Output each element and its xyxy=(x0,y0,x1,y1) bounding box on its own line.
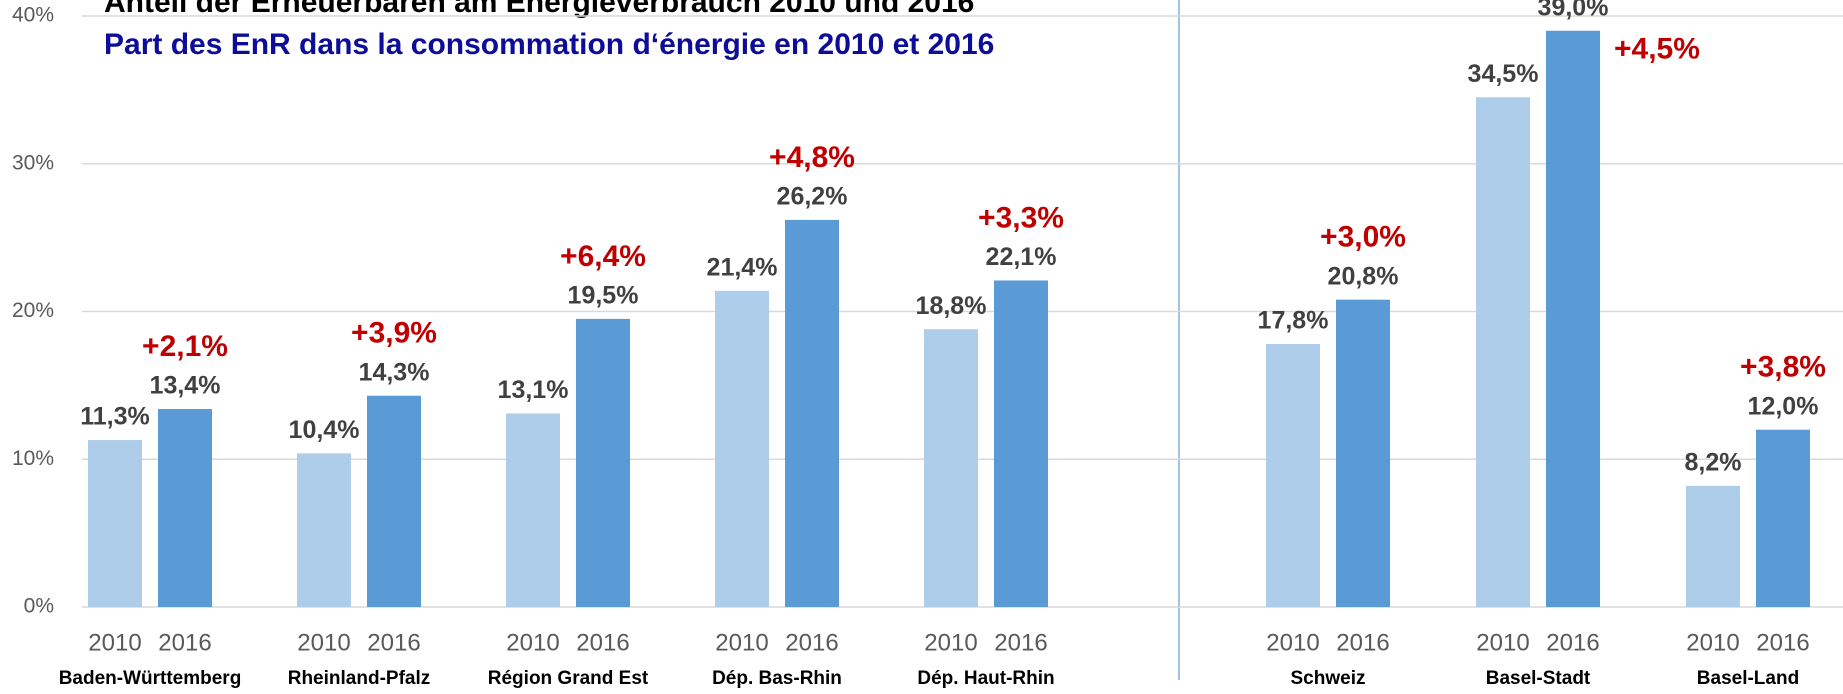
bar xyxy=(506,413,560,607)
bar xyxy=(1756,429,1810,607)
series-year-label: 2016 xyxy=(785,629,838,656)
value-label: 8,2% xyxy=(1685,448,1742,476)
category-label: Dép. Bas-Rhin xyxy=(712,668,842,689)
value-label: 39,0% xyxy=(1538,0,1609,21)
value-label: 22,1% xyxy=(986,243,1057,271)
series-year-label: 2016 xyxy=(158,629,211,656)
change-annotation: +3,3% xyxy=(978,201,1064,234)
bar xyxy=(1686,485,1740,607)
series-year-label: 2010 xyxy=(506,629,559,656)
change-annotation: +3,9% xyxy=(351,317,437,350)
series-year-label: 2010 xyxy=(924,629,977,656)
y-tick-label: 0% xyxy=(24,595,54,618)
value-label: 17,8% xyxy=(1258,307,1329,335)
change-annotation: +6,4% xyxy=(560,240,646,273)
change-annotation: +2,1% xyxy=(142,330,228,363)
value-label: 14,3% xyxy=(359,358,430,386)
bar xyxy=(297,453,351,607)
series-year-label: 2010 xyxy=(1686,629,1739,656)
change-annotation: +4,5% xyxy=(1614,33,1700,66)
bar xyxy=(715,290,769,607)
y-tick-label: 10% xyxy=(12,447,54,470)
bar xyxy=(576,318,630,607)
bar xyxy=(994,280,1048,607)
value-label: 19,5% xyxy=(568,281,639,309)
value-label: 10,4% xyxy=(289,416,360,444)
category-label: Schweiz xyxy=(1291,668,1366,689)
y-tick-label: 30% xyxy=(12,151,54,174)
series-year-label: 2016 xyxy=(994,629,1047,656)
series-year-label: 2016 xyxy=(367,629,420,656)
bar xyxy=(1336,299,1390,607)
series-year-label: 2010 xyxy=(88,629,141,656)
category-label: Basel-Stadt xyxy=(1486,668,1591,689)
series-year-label: 2016 xyxy=(1756,629,1809,656)
chart-subtitle: Part des EnR dans la consommation d‘éner… xyxy=(104,28,994,61)
series-year-label: 2016 xyxy=(1546,629,1599,656)
bar xyxy=(158,409,212,607)
bar xyxy=(88,440,142,607)
chart-title: Anteil der Erneuerbaren am Energieverbra… xyxy=(104,0,974,19)
value-label: 26,2% xyxy=(777,183,848,211)
category-label: Région Grand Est xyxy=(488,668,649,689)
series-year-label: 2010 xyxy=(1266,629,1319,656)
value-label: 18,8% xyxy=(916,292,987,320)
value-label: 20,8% xyxy=(1328,262,1399,290)
series-year-label: 2010 xyxy=(715,629,768,656)
category-label: Basel-Land xyxy=(1697,668,1799,689)
bar xyxy=(1476,97,1530,607)
value-label: 13,4% xyxy=(150,372,221,400)
series-year-label: 2010 xyxy=(297,629,350,656)
value-label: 11,3% xyxy=(80,403,150,431)
y-tick-label: 40% xyxy=(12,4,54,27)
series-year-label: 2016 xyxy=(576,629,629,656)
category-label: Rheinland-Pfalz xyxy=(288,668,431,689)
change-annotation: +3,0% xyxy=(1320,221,1406,254)
bar xyxy=(1546,30,1600,607)
bar xyxy=(367,395,421,607)
value-label: 21,4% xyxy=(707,253,778,281)
bar xyxy=(924,329,978,607)
category-label: Dép. Haut-Rhin xyxy=(917,668,1054,689)
value-label: 34,5% xyxy=(1468,60,1539,88)
y-tick-label: 20% xyxy=(12,299,54,322)
change-annotation: +3,8% xyxy=(1740,351,1826,384)
bar xyxy=(785,219,839,607)
category-label: Baden-Württemberg xyxy=(59,668,242,689)
series-year-label: 2016 xyxy=(1336,629,1389,656)
change-annotation: +4,8% xyxy=(769,141,855,174)
value-label: 12,0% xyxy=(1748,392,1819,420)
bar xyxy=(1266,344,1320,607)
value-label: 13,1% xyxy=(498,376,569,404)
series-year-label: 2010 xyxy=(1476,629,1529,656)
